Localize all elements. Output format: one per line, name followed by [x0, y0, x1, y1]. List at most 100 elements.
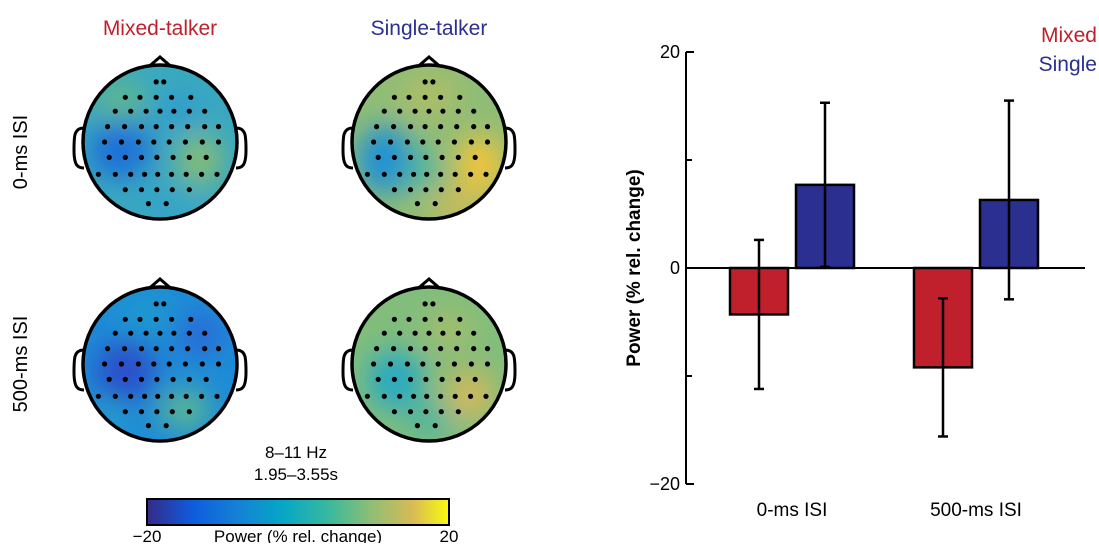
electrode-dot [157, 330, 163, 336]
electrode-dot [438, 171, 444, 177]
electrode-dot [170, 376, 176, 382]
electrode-dot [182, 139, 188, 145]
electrode-dot [186, 187, 192, 193]
electrode-dot [128, 108, 134, 114]
row-title-500ms: 500-ms ISI [10, 316, 32, 413]
time-label: 1.95–3.55s [254, 465, 338, 484]
electrode-dot [391, 409, 397, 415]
electrode-dot [440, 330, 446, 336]
y-tick-label: 0 [670, 258, 680, 278]
electrode-dot [435, 139, 441, 145]
colorbar-min-label: −20 [133, 527, 162, 543]
electrode-dot [404, 361, 410, 367]
electrode-dot [471, 108, 477, 114]
electrode-dot [215, 361, 222, 367]
electrode-dot [163, 201, 169, 207]
electrode-dots [95, 79, 222, 207]
electrode-dot [137, 94, 143, 100]
electrode-dot [440, 108, 446, 114]
electrode-dot [407, 409, 414, 415]
electrode-dot [169, 94, 175, 100]
electrode-dot [118, 361, 125, 367]
electrode-dot [472, 154, 478, 160]
electrode-dot [430, 79, 436, 85]
electrode-dot [374, 346, 380, 352]
electrode-dot [153, 301, 159, 307]
electrode-dot [471, 124, 477, 130]
electrode-dot [153, 79, 159, 85]
electrode-dot [185, 346, 191, 352]
electrode-dot [163, 423, 169, 429]
electrode-dot [142, 171, 148, 177]
electrode-dot [411, 393, 417, 399]
electrode-dot [484, 139, 491, 145]
electrode-dot [102, 139, 108, 145]
electrode-dot [138, 124, 145, 130]
electrode-dot [166, 361, 172, 367]
column-title-mixed: Mixed-talker [103, 17, 217, 40]
electrode-dot [468, 139, 474, 145]
electrode-dot [138, 154, 145, 160]
electrode-dot [169, 409, 175, 415]
electrode-dot [426, 108, 432, 114]
electrode-dot [143, 330, 149, 336]
electrode-dot [471, 330, 477, 336]
right-ear-icon [504, 126, 517, 170]
electrode-dot [438, 393, 444, 399]
electrode-dot [118, 139, 125, 145]
electrode-dot [186, 154, 192, 160]
electrode-dot [155, 171, 161, 177]
electrode-dot [154, 154, 160, 160]
electrode-dot [468, 393, 474, 399]
electrode-dot [407, 346, 414, 352]
electrode-dot [451, 139, 457, 145]
electrode-dot [169, 187, 175, 193]
electrode-dot [426, 330, 432, 336]
electrode-dot [138, 346, 145, 352]
x-category-label: 500-ms ISI [930, 500, 1022, 521]
electrode-dot [122, 346, 128, 352]
electrode-dots [95, 301, 222, 429]
electrode-dot [471, 346, 477, 352]
electrode-dot [169, 393, 175, 399]
electrode-dot [122, 316, 128, 322]
electrode-dot [483, 393, 489, 399]
electrode-dot [455, 154, 461, 160]
electrode-dot [151, 139, 157, 145]
electrode-dot [438, 316, 444, 322]
electrode-dot [468, 171, 474, 177]
electrode-dot [122, 94, 128, 100]
electrode-dot [452, 171, 458, 177]
electrode-dots [364, 79, 491, 207]
electrode-dot [454, 124, 460, 130]
electrode-dot [457, 94, 463, 100]
electrode-dot [423, 154, 429, 160]
electrode-dot [411, 171, 417, 177]
electrode-dot [455, 330, 461, 336]
electrode-dot [407, 376, 414, 382]
electrode-dot [214, 171, 220, 177]
electrode-dot [364, 171, 370, 177]
electrode-dot [215, 124, 222, 130]
electrode-dot [438, 94, 444, 100]
electrode-dot [391, 316, 397, 322]
electrode-dot [202, 108, 208, 114]
electrode-dot [154, 409, 160, 415]
topomap-single-500ms [341, 277, 517, 443]
electrode-dot [155, 393, 161, 399]
electrode-dot [138, 409, 145, 415]
electrode-dot [435, 361, 441, 367]
electrode-dot [452, 393, 458, 399]
electrode-dot [182, 361, 188, 367]
electrode-dot [183, 171, 189, 177]
electrode-dot [391, 376, 397, 382]
left-ear-icon [341, 126, 354, 170]
colorbar-max-label: 20 [440, 527, 459, 543]
electrode-dot [122, 187, 128, 193]
left-ear-icon [341, 348, 354, 392]
electrode-dot [381, 393, 387, 399]
y-axis-label: Power (% rel. change) [624, 169, 645, 366]
electrode-dot [199, 171, 205, 177]
electrode-dot [391, 124, 397, 130]
electrode-dot [151, 361, 157, 367]
